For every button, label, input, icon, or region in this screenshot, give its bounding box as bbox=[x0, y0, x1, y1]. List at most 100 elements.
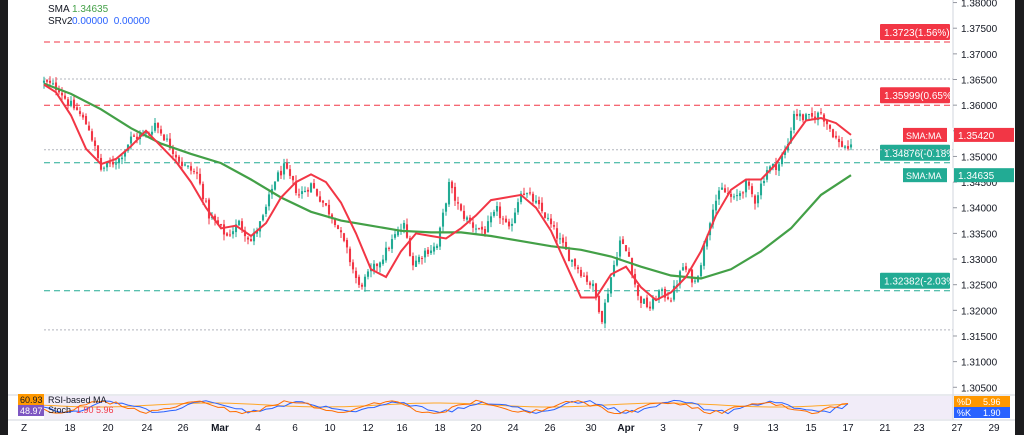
srv2-legend-values: 0.00000 0.00000 bbox=[72, 16, 150, 27]
time-tick-label: 7 bbox=[697, 423, 703, 434]
candle-body bbox=[624, 245, 628, 252]
candle-body bbox=[672, 285, 676, 300]
candle-body bbox=[384, 247, 388, 261]
candle-body bbox=[375, 263, 379, 267]
candle-body bbox=[681, 267, 685, 271]
price-tick-label: 1.36000 bbox=[961, 101, 998, 112]
candle-body bbox=[135, 136, 139, 140]
candle-body bbox=[447, 181, 451, 205]
time-tick-label: 15 bbox=[805, 423, 817, 434]
indicator-label-stoch[interactable]: Stoch bbox=[48, 405, 71, 415]
candle-body bbox=[792, 114, 796, 131]
candle-body bbox=[249, 239, 253, 242]
candle-body bbox=[252, 232, 256, 242]
candle-body bbox=[411, 256, 415, 266]
candle-body bbox=[798, 113, 802, 117]
candle-body bbox=[111, 161, 115, 165]
candle-body bbox=[837, 138, 841, 143]
candle-body bbox=[582, 275, 586, 277]
candle-body bbox=[765, 170, 769, 180]
indicator-right-tag-value-box bbox=[980, 396, 1010, 407]
indicator-right-tag-value: 5.96 bbox=[983, 397, 1001, 407]
candle-body bbox=[255, 231, 259, 234]
time-tick-label: 4 bbox=[255, 423, 261, 434]
candle-body bbox=[540, 202, 544, 212]
time-tick-label: 21 bbox=[879, 423, 891, 434]
indicator-right-tag-label: %D bbox=[957, 397, 972, 407]
candle-body bbox=[741, 192, 745, 194]
candle-body bbox=[558, 238, 562, 240]
price-tick-label: 1.37000 bbox=[961, 50, 998, 61]
time-tick-label: 18 bbox=[64, 423, 76, 434]
candle-body bbox=[762, 181, 766, 184]
legend-header: SMA 1.34635 SRv2 0.00000 0.00000 bbox=[48, 4, 150, 27]
sma-legend-label[interactable]: SMA bbox=[48, 4, 70, 15]
candle-body bbox=[390, 239, 394, 249]
time-tick-label: 27 bbox=[951, 423, 963, 434]
candle-body bbox=[54, 82, 58, 91]
candle-body bbox=[294, 181, 298, 193]
indicator-label-rsi[interactable]: RSI-based MA bbox=[48, 395, 107, 405]
candle-body bbox=[159, 129, 163, 134]
candle-body bbox=[354, 270, 358, 278]
candle-body bbox=[378, 262, 382, 268]
price-tick-label: 1.31500 bbox=[961, 332, 998, 343]
srv2-legend-label[interactable]: SRv2 bbox=[48, 16, 73, 27]
time-tick-label: 12 bbox=[362, 423, 374, 434]
candle-body bbox=[528, 192, 532, 194]
price-tag-value-box bbox=[954, 127, 1014, 142]
candlestick-chart[interactable]: 1.3723(1.56%) 1.35999(0.65%) 1.34876(-0.18… bbox=[8, 0, 1015, 435]
candle-body bbox=[105, 162, 109, 168]
candle-body bbox=[303, 190, 307, 193]
candle-body bbox=[414, 260, 418, 267]
axes-layer: 1.380001.375001.370001.365001.360001.355… bbox=[8, 0, 1015, 434]
sma-fast-line[interactable] bbox=[43, 83, 852, 302]
candle-body bbox=[453, 186, 457, 201]
candle-body bbox=[144, 132, 148, 134]
indicator-right-tag-value: 1.90 bbox=[983, 408, 1001, 418]
price-tick-label: 1.34000 bbox=[961, 204, 998, 215]
candle-body bbox=[618, 240, 622, 257]
candle-body bbox=[759, 183, 763, 196]
candle-body bbox=[519, 193, 523, 203]
candle-body bbox=[669, 300, 673, 302]
candle-body bbox=[324, 203, 328, 206]
candle-body bbox=[192, 171, 196, 173]
candle-body bbox=[690, 269, 694, 283]
candle-body bbox=[567, 249, 571, 262]
time-tick-label: 23 bbox=[913, 423, 925, 434]
price-tag-value: 1.35420 bbox=[958, 131, 995, 142]
time-tick-label: 29 bbox=[988, 423, 1000, 434]
candle-body bbox=[297, 194, 301, 196]
candle-body bbox=[195, 172, 199, 174]
candle-body bbox=[570, 259, 574, 262]
candle-body bbox=[474, 228, 478, 230]
candle-body bbox=[585, 275, 589, 282]
candle-body bbox=[78, 111, 82, 114]
candle-body bbox=[465, 217, 469, 220]
candle-body bbox=[645, 297, 649, 308]
candle-body bbox=[795, 113, 799, 117]
candle-body bbox=[507, 221, 511, 227]
candle-body bbox=[246, 237, 250, 240]
candle-body bbox=[834, 135, 838, 138]
candle-body bbox=[480, 226, 484, 230]
candle-body bbox=[93, 140, 97, 146]
candle-body bbox=[381, 259, 385, 264]
candle-body bbox=[426, 249, 430, 255]
candle-body bbox=[153, 122, 157, 131]
candle-body bbox=[123, 150, 127, 157]
indicator-right-tag-value-box bbox=[980, 407, 1010, 418]
sma-slow-line[interactable] bbox=[43, 82, 852, 280]
candle-body bbox=[231, 231, 235, 235]
candle-body bbox=[321, 200, 325, 203]
candle-body bbox=[459, 204, 463, 211]
candle-body bbox=[261, 215, 265, 221]
candle-body bbox=[579, 269, 583, 277]
candle-body bbox=[372, 263, 376, 271]
indicator-right-tag-label-box bbox=[954, 407, 980, 418]
candle-body bbox=[666, 297, 670, 300]
level-label: 1.34876(-0.18%) bbox=[884, 149, 959, 160]
candle-body bbox=[606, 293, 610, 303]
candle-body bbox=[228, 234, 232, 236]
